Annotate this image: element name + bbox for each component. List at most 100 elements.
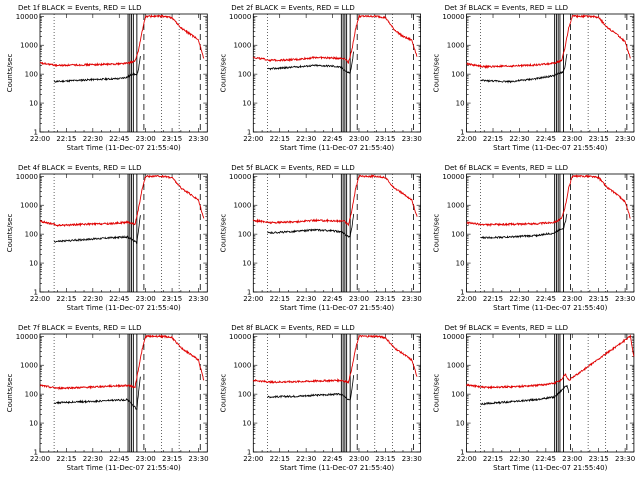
x-tick-label: 23:15 xyxy=(589,455,609,463)
y-tick-label: 10 xyxy=(242,100,251,108)
x-tick-label: 22:45 xyxy=(109,295,129,303)
x-tick-label: 23:15 xyxy=(162,455,182,463)
y-tick-label: 100 xyxy=(451,71,464,79)
plot-area xyxy=(466,173,635,293)
x-axis-label: Start Time (11-Dec-07 21:55:40) xyxy=(280,144,394,152)
chart-panel-3: Det 3f BLACK = Events, RED = LLD 1 10 100 10… xyxy=(433,4,636,152)
y-tick-label: 1000 xyxy=(447,42,465,50)
y-axis-label: Counts/sec xyxy=(219,214,227,253)
events-series-line xyxy=(267,51,355,74)
y-tick-label: 1000 xyxy=(20,362,38,370)
plot-area xyxy=(39,333,208,453)
y-tick-label: 1 xyxy=(460,129,464,137)
lld-series-line xyxy=(252,14,418,65)
x-tick-label: 23:00 xyxy=(136,295,156,303)
y-tick-label: 10 xyxy=(29,420,38,428)
x-tick-label: 23:00 xyxy=(136,455,156,463)
x-tick-label: 23:15 xyxy=(375,295,395,303)
chart-panel-1: Det 1f BLACK = Events, RED = LLD 1 10 100 10… xyxy=(6,4,209,152)
y-tick-label: 10000 xyxy=(229,333,251,341)
x-tick-label: 22:45 xyxy=(536,135,556,143)
x-tick-label: 23:15 xyxy=(375,135,395,143)
plot-area xyxy=(466,13,635,133)
x-tick-label: 23:30 xyxy=(188,295,208,303)
chart-title: Det 5f BLACK = Events, RED = LLD xyxy=(231,164,354,172)
y-tick-label: 100 xyxy=(238,391,251,399)
y-tick-label: 100 xyxy=(451,391,464,399)
x-tick-label: 23:15 xyxy=(589,135,609,143)
x-tick-label: 22:30 xyxy=(296,135,316,143)
y-axis-label: Counts/sec xyxy=(6,54,14,93)
x-tick-label: 22:30 xyxy=(509,135,529,143)
x-axis-label: Start Time (11-Dec-07 21:55:40) xyxy=(67,144,181,152)
x-tick-label: 22:00 xyxy=(457,455,477,463)
x-tick-label: 22:30 xyxy=(83,135,103,143)
plot-area xyxy=(466,333,635,453)
x-tick-label: 22:15 xyxy=(56,135,76,143)
x-tick-label: 23:00 xyxy=(136,135,156,143)
x-tick-label: 22:15 xyxy=(270,295,290,303)
y-tick-label: 1000 xyxy=(447,202,465,210)
x-tick-label: 22:00 xyxy=(30,455,50,463)
plot-area xyxy=(39,173,208,293)
chart-title: Det 7f BLACK = Events, RED = LLD xyxy=(18,324,141,332)
y-tick-label: 1 xyxy=(460,449,464,457)
x-tick-label: 23:00 xyxy=(562,295,582,303)
y-tick-label: 100 xyxy=(25,71,38,79)
lld-series-line xyxy=(466,174,631,227)
y-tick-label: 10000 xyxy=(16,173,38,181)
y-tick-label: 10000 xyxy=(16,13,38,21)
lld-series-line xyxy=(466,13,631,70)
events-series-line xyxy=(480,53,568,84)
y-tick-label: 10000 xyxy=(229,13,251,21)
x-tick-label: 22:30 xyxy=(83,295,103,303)
x-tick-label: 22:15 xyxy=(483,455,503,463)
x-axis-label: Start Time (11-Dec-07 21:55:40) xyxy=(493,144,607,152)
chart-title: Det 2f BLACK = Events, RED = LLD xyxy=(231,4,354,12)
events-series-line xyxy=(480,213,568,240)
x-tick-label: 22:45 xyxy=(109,455,129,463)
x-tick-label: 22:00 xyxy=(30,295,50,303)
x-tick-label: 22:45 xyxy=(322,455,342,463)
plot-area xyxy=(252,13,422,133)
x-tick-label: 22:00 xyxy=(30,135,50,143)
y-tick-label: 1 xyxy=(34,129,38,137)
x-axis-label: Start Time (11-Dec-07 21:55:40) xyxy=(493,304,607,312)
y-axis-label: Counts/sec xyxy=(219,374,227,413)
lld-series-line xyxy=(39,174,205,228)
y-tick-label: 1 xyxy=(247,449,251,457)
x-tick-label: 23:15 xyxy=(162,135,182,143)
y-tick-label: 1000 xyxy=(447,362,465,370)
chart-panel-6: Det 6f BLACK = Events, RED = LLD 1 10 100 10… xyxy=(433,164,636,312)
x-tick-label: 23:00 xyxy=(349,455,369,463)
x-tick-label: 23:30 xyxy=(402,135,422,143)
y-tick-label: 1000 xyxy=(20,202,38,210)
x-tick-label: 22:15 xyxy=(56,455,76,463)
y-tick-label: 100 xyxy=(25,231,38,239)
x-tick-label: 22:15 xyxy=(483,135,503,143)
y-tick-label: 10 xyxy=(456,100,465,108)
x-tick-label: 23:30 xyxy=(615,295,635,303)
y-axis-label: Counts/sec xyxy=(219,54,227,93)
x-tick-label: 22:15 xyxy=(483,295,503,303)
plot-area xyxy=(252,333,422,453)
y-tick-label: 10 xyxy=(29,260,38,268)
y-axis-label: Counts/sec xyxy=(6,374,14,413)
x-tick-label: 23:00 xyxy=(562,135,582,143)
y-tick-label: 10 xyxy=(29,100,38,108)
chart-panel-2: Det 2f BLACK = Events, RED = LLD 1 10 100 10… xyxy=(219,4,422,152)
x-tick-label: 22:00 xyxy=(243,135,263,143)
y-tick-label: 100 xyxy=(25,391,38,399)
x-tick-label: 22:00 xyxy=(243,295,263,303)
y-tick-label: 1000 xyxy=(20,42,38,50)
x-tick-label: 22:45 xyxy=(322,135,342,143)
chart-panel-9: Det 9f BLACK = Events, RED = LLD 1 10 100 10… xyxy=(433,324,636,472)
chart-panel-8: Det 8f BLACK = Events, RED = LLD 1 10 100 10… xyxy=(219,324,422,472)
y-tick-label: 10000 xyxy=(16,333,38,341)
y-tick-label: 100 xyxy=(451,231,464,239)
events-series-line xyxy=(480,384,570,406)
lld-series-line xyxy=(466,334,635,390)
x-tick-label: 22:00 xyxy=(243,455,263,463)
x-tick-label: 23:30 xyxy=(615,135,635,143)
y-tick-label: 100 xyxy=(238,71,251,79)
